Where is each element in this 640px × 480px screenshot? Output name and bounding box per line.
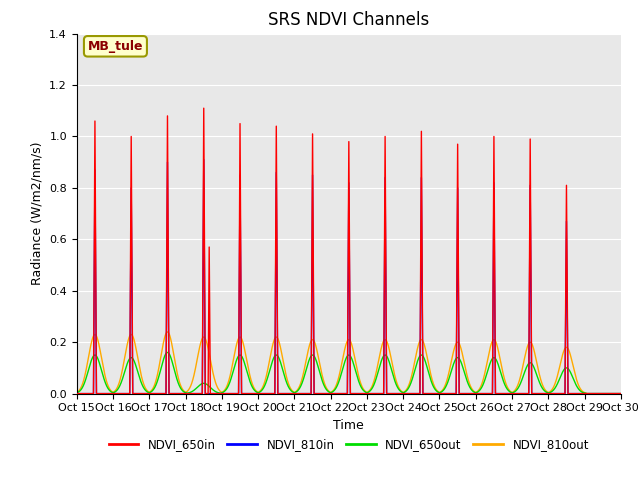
NDVI_650in [73, 391, 81, 396]
NDVI_650out [501, 383, 509, 388]
NDVI_810out [164, 329, 172, 335]
Line: NDVI_650in: NDVI_650in [77, 108, 621, 394]
NDVI_810in [615, 391, 623, 396]
NDVI_810out [424, 358, 431, 363]
NDVI_810in [424, 391, 431, 396]
NDVI_650out [276, 360, 284, 365]
Line: NDVI_810in: NDVI_810in [77, 159, 621, 394]
NDVI_650in [424, 391, 431, 396]
Line: NDVI_650out: NDVI_650out [77, 352, 621, 394]
NDVI_810out [189, 375, 197, 381]
NDVI_810out [184, 388, 191, 394]
Y-axis label: Radiance (W/m2/nm/s): Radiance (W/m2/nm/s) [31, 142, 44, 285]
NDVI_650out [582, 391, 590, 396]
Line: NDVI_810out: NDVI_810out [77, 332, 621, 394]
NDVI_810in [189, 391, 197, 396]
NDVI_810in [73, 391, 81, 396]
NDVI_650in [615, 391, 623, 396]
Legend: NDVI_650in, NDVI_810in, NDVI_650out, NDVI_810out: NDVI_650in, NDVI_810in, NDVI_650out, NDV… [104, 433, 594, 456]
NDVI_810out [73, 389, 81, 395]
NDVI_810in [276, 391, 284, 396]
NDVI_650out [189, 388, 197, 394]
NDVI_650out [617, 391, 625, 396]
NDVI_810out [276, 345, 284, 350]
NDVI_810out [617, 391, 625, 396]
NDVI_650out [615, 391, 623, 396]
NDVI_810out [582, 391, 590, 396]
Text: MB_tule: MB_tule [88, 40, 143, 53]
NDVI_650in [184, 391, 191, 396]
NDVI_810in [200, 156, 207, 162]
NDVI_650out [73, 390, 81, 396]
NDVI_810in [184, 391, 191, 396]
X-axis label: Time: Time [333, 419, 364, 432]
NDVI_650in [501, 391, 509, 396]
NDVI_810in [501, 391, 509, 396]
NDVI_810in [617, 391, 625, 396]
NDVI_650out [424, 367, 431, 373]
Title: SRS NDVI Channels: SRS NDVI Channels [268, 11, 429, 29]
NDVI_810out [615, 391, 623, 396]
NDVI_650in [617, 391, 625, 396]
NDVI_810out [501, 378, 509, 384]
NDVI_650out [184, 390, 191, 396]
NDVI_650in [200, 105, 207, 111]
NDVI_650in [276, 391, 284, 396]
NDVI_650in [189, 391, 197, 396]
NDVI_650out [164, 349, 172, 355]
